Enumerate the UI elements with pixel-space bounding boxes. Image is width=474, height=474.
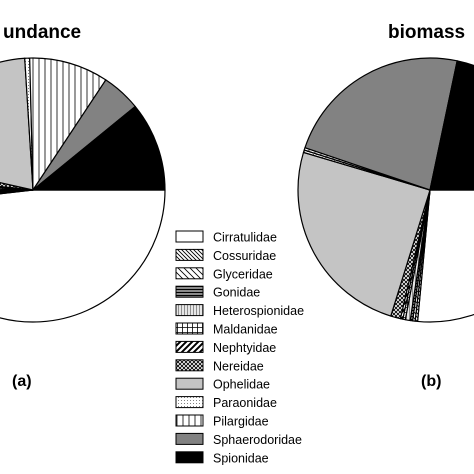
legend-label-maldanidae: Maldanidae bbox=[213, 323, 278, 337]
legend-swatch-cirratulidae bbox=[175, 230, 204, 243]
legend-swatch-nereidae bbox=[175, 359, 204, 372]
legend-swatch-cossuridae bbox=[175, 248, 204, 261]
abundance-slice-spionidae bbox=[32, 105, 166, 191]
legend-swatch-glyceridae bbox=[175, 267, 204, 280]
legend-label-gonidae: Gonidae bbox=[213, 286, 260, 300]
chart-title-biomass: biomass bbox=[388, 22, 465, 43]
legend-swatch-pilargidae bbox=[175, 414, 204, 427]
legend-label-spionidae: Spionidae bbox=[213, 451, 269, 465]
legend-swatch-nephtyidae bbox=[175, 340, 204, 353]
panel-label-b: (b) bbox=[421, 373, 441, 390]
legend-label-nereidae: Nereidae bbox=[213, 359, 264, 373]
legend-label-glyceridae: Glyceridae bbox=[213, 267, 273, 281]
abundance-slice-cirratulidae bbox=[0, 189, 166, 323]
legend-label-sphaerodoridae: Sphaerodoridae bbox=[213, 433, 302, 447]
legend-swatch-paraonidae bbox=[175, 396, 204, 409]
legend-swatch-spionidae bbox=[175, 451, 204, 464]
abundance-slice-pilargidae bbox=[29, 57, 107, 191]
legend-swatch-sphaerodoridae bbox=[175, 432, 204, 445]
legend-swatch-maldanidae bbox=[175, 322, 204, 335]
legend-label-cirratulidae: Cirratulidae bbox=[213, 231, 277, 245]
legend-label-heterospionidae: Heterospionidae bbox=[213, 304, 304, 318]
panel-label-a: (a) bbox=[12, 373, 32, 390]
pie-abundance bbox=[0, 57, 166, 323]
legend-label-pilargidae: Pilargidae bbox=[213, 415, 269, 429]
chart-title-abundance: undance bbox=[3, 22, 81, 43]
legend-swatch-heterospionidae bbox=[175, 304, 204, 317]
biomass-slice-sphaerodoridae bbox=[304, 57, 458, 191]
legend-label-paraonidae: Paraonidae bbox=[213, 396, 277, 410]
pie-biomass bbox=[297, 57, 474, 323]
legend-label-ophelidae: Ophelidae bbox=[213, 378, 270, 392]
legend-swatch-gonidae bbox=[175, 285, 204, 298]
biomass-slice-cirratulidae bbox=[416, 189, 474, 323]
biomass-slice-ophelidae bbox=[297, 151, 431, 317]
abundance-slice-ophelidae bbox=[0, 57, 34, 191]
legend-label-cossuridae: Cossuridae bbox=[213, 249, 276, 263]
legend-swatch-ophelidae bbox=[175, 377, 204, 390]
legend: Cirratulidae Cossuridae Glyceridae Gonidae H… bbox=[175, 230, 304, 465]
legend-label-nephtyidae: Nephtyidae bbox=[213, 341, 276, 355]
